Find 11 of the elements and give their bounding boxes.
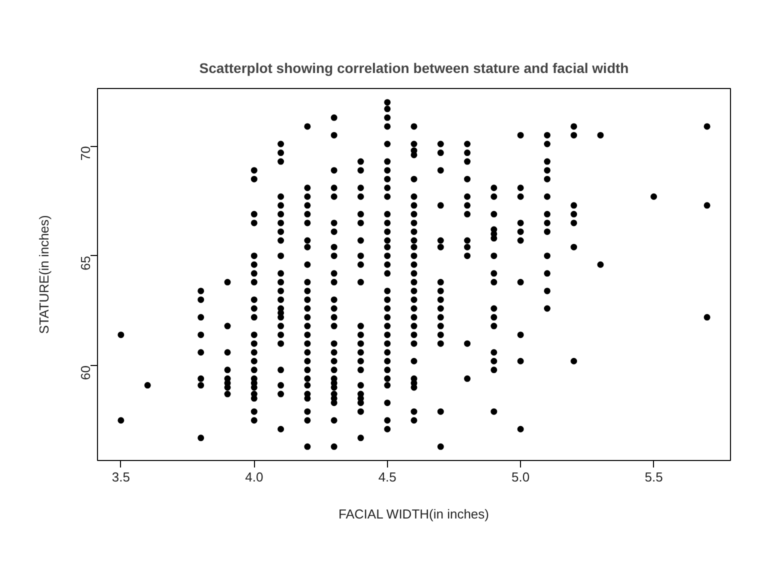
y-tick-label: 65 [78,256,93,270]
x-tick-label: 3.5 [112,470,130,484]
y-axis-title: STATURE(in inches) [36,215,52,334]
x-axis-title: FACIAL WIDTH(in inches) [338,506,490,522]
chart-title: Scatterplot showing correlation between stature and facial width [199,60,629,76]
y-tick-label: 70 [78,146,93,161]
x-tick-label: 5.5 [644,470,663,484]
x-tick-label: 4.5 [378,470,396,484]
y-tick-label: 60 [78,366,93,380]
x-tick-label: 4.0 [245,470,264,484]
x-tick-label: 5.0 [512,470,530,484]
